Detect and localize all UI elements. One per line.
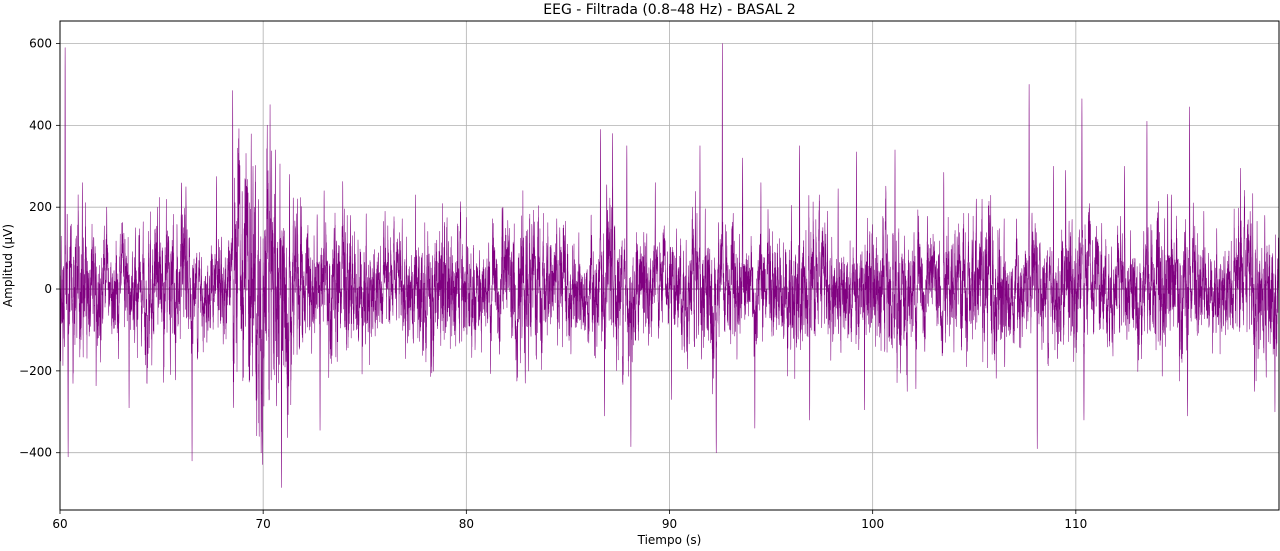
x-tick-label: 100 [861,517,884,531]
y-tick-label: 600 [29,37,52,51]
eeg-signal-line [59,43,1280,488]
y-tick-label: 400 [29,118,52,132]
chart-title: EEG - Filtrada (0.8–48 Hz) - BASAL 2 [543,2,795,18]
x-tick-label: 70 [256,517,271,531]
x-tick-label: 90 [662,517,677,531]
y-tick-label: −400 [19,446,52,460]
y-tick-label: 0 [44,282,52,296]
x-tick-label: 80 [459,517,474,531]
x-tick-label: 60 [52,517,67,531]
y-tick-label: 200 [29,200,52,214]
x-tick-label: 110 [1064,517,1087,531]
x-axis-label: Tiempo (s) [637,533,702,547]
y-axis-label: Amplitud (µV) [1,224,15,307]
y-tick-label: −200 [19,364,52,378]
ticks: 60 70 80 90 100 110 −400 −200 0 200 400 600 [19,37,1087,531]
